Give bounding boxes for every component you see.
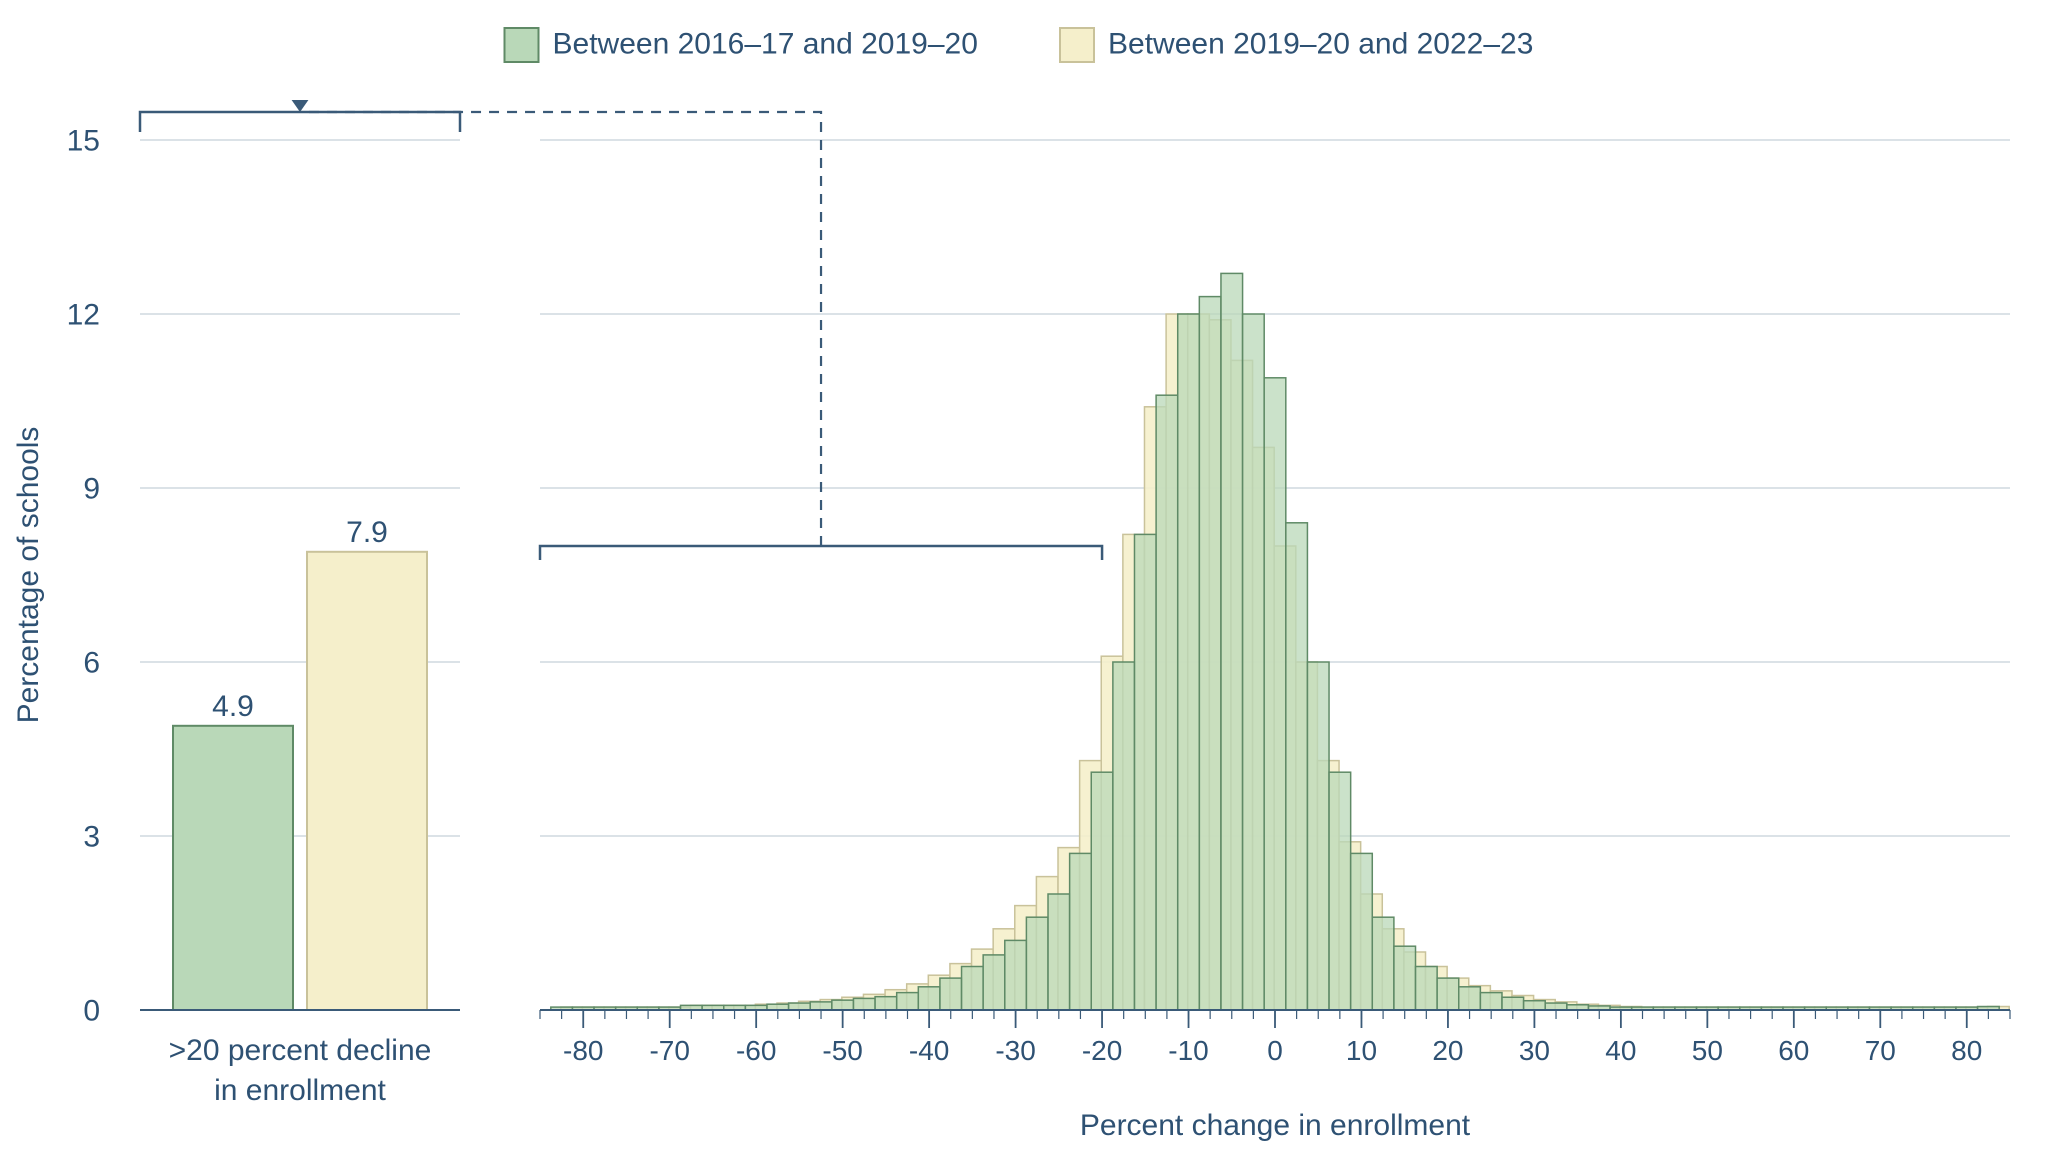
x-tick-label: 0 [1267, 1035, 1283, 1066]
hist-bar-series1 [1545, 1003, 1567, 1010]
summary-bar-value: 7.9 [346, 516, 388, 549]
x-tick-label: 30 [1519, 1035, 1550, 1066]
hist-bar-series1 [1502, 997, 1524, 1010]
hist-bar-series1 [940, 978, 962, 1010]
hist-bar-series1 [983, 955, 1005, 1010]
y-tick-label: 3 [83, 821, 100, 854]
hist-bar-series1 [1351, 853, 1373, 1010]
hist-x-label: Percent change in enrollment [1080, 1109, 1471, 1142]
hist-bar-series1 [1459, 987, 1481, 1010]
hist-bar-series1 [1221, 273, 1243, 1010]
summary-x-label: in enrollment [214, 1074, 386, 1107]
x-tick-label: -70 [649, 1035, 689, 1066]
hist-bar-series1 [832, 1000, 854, 1010]
hist-bar-series1 [1243, 314, 1265, 1010]
hist-bar-series1 [1416, 967, 1438, 1011]
x-tick-label: 40 [1605, 1035, 1636, 1066]
hist-bar-series1 [1264, 378, 1286, 1010]
hist-bar-series1 [810, 1002, 832, 1010]
hist-bar-series1 [1394, 946, 1416, 1010]
hist-bar-series1 [1113, 662, 1135, 1010]
hist-bar-series1 [1070, 853, 1092, 1010]
hist-bar-series1 [1005, 940, 1027, 1010]
hist-bar-series1 [1156, 395, 1178, 1010]
hist-bar-series1 [1524, 1001, 1546, 1010]
hist-bar-series1 [962, 967, 984, 1011]
enrollment-change-chart: 0 3 6 9 12 15 Percentage of schools 4.9 7.9 >20 p… [0, 0, 2060, 1170]
legend-label: Between 2016–17 and 2019–20 [553, 28, 978, 61]
hist-bar-series1 [1199, 297, 1221, 1010]
summary-bar [173, 726, 293, 1010]
x-tick-label: -40 [909, 1035, 949, 1066]
y-tick-label: 15 [67, 125, 100, 158]
hist-bar-series1 [1134, 534, 1156, 1010]
legend-swatch [505, 28, 539, 62]
hist-bar-series1 [897, 993, 919, 1010]
y-tick-label: 0 [83, 995, 100, 1028]
hist-bar-series1 [1329, 772, 1351, 1010]
y-tick-label: 9 [83, 473, 100, 506]
x-tick-label: 60 [1778, 1035, 1809, 1066]
x-tick-label: -80 [563, 1035, 603, 1066]
hist-bar-series1 [1307, 662, 1329, 1010]
hist-bar-series1 [1178, 314, 1200, 1010]
hist-bar-series1 [1480, 993, 1502, 1010]
x-tick-label: 80 [1951, 1035, 1982, 1066]
x-tick-label: -50 [822, 1035, 862, 1066]
hist-bar-series1 [1286, 523, 1308, 1010]
hist-bar-series1 [1091, 772, 1113, 1010]
y-tick-label: 12 [67, 299, 100, 332]
summary-x-label: >20 percent decline [169, 1034, 432, 1067]
x-tick-label: -60 [736, 1035, 776, 1066]
x-tick-label: 70 [1865, 1035, 1896, 1066]
hist-bar-series1 [918, 987, 940, 1010]
x-tick-label: 10 [1346, 1035, 1377, 1066]
x-tick-label: -20 [1082, 1035, 1122, 1066]
x-tick-label: -10 [1168, 1035, 1208, 1066]
hist-bar-series1 [853, 998, 875, 1010]
x-tick-label: -30 [995, 1035, 1035, 1066]
hist-bar-series1 [1048, 894, 1070, 1010]
legend-label: Between 2019–20 and 2022–23 [1108, 28, 1533, 61]
legend-swatch [1060, 28, 1094, 62]
hist-bar-series1 [1026, 917, 1048, 1010]
summary-bar-value: 4.9 [212, 690, 254, 723]
summary-bar [307, 552, 427, 1010]
hist-bar-series1 [789, 1003, 811, 1010]
hist-bar-series1 [1437, 978, 1459, 1010]
hist-bar-series1 [875, 997, 897, 1010]
hist-bar-series1 [1372, 917, 1394, 1010]
y-axis-label: Percentage of schools [12, 427, 45, 724]
y-tick-label: 6 [83, 647, 100, 680]
x-tick-label: 50 [1692, 1035, 1723, 1066]
x-tick-label: 20 [1432, 1035, 1463, 1066]
